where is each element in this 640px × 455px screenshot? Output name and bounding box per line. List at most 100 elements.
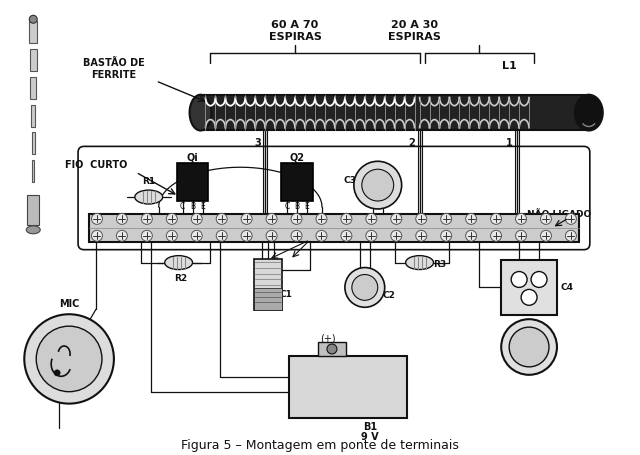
Bar [254, 258, 282, 310]
Circle shape [416, 213, 427, 224]
Circle shape [521, 289, 537, 305]
Circle shape [316, 213, 327, 224]
Bar [31, 105, 35, 126]
Circle shape [416, 230, 427, 241]
Circle shape [241, 230, 252, 241]
Text: C: C [180, 202, 185, 212]
Text: 9 V: 9 V [361, 432, 379, 442]
Text: FIO  CURTO: FIO CURTO [65, 160, 127, 170]
Text: Q2: Q2 [289, 152, 305, 162]
Ellipse shape [164, 256, 193, 269]
Circle shape [511, 272, 527, 288]
Circle shape [531, 272, 547, 288]
Text: BASTÃO DE
FERRITE: BASTÃO DE FERRITE [83, 58, 145, 80]
Bar [281, 163, 313, 201]
Circle shape [116, 230, 127, 241]
Circle shape [541, 213, 552, 224]
Circle shape [366, 230, 377, 241]
Circle shape [341, 230, 352, 241]
Circle shape [266, 230, 277, 241]
Text: L1: L1 [502, 61, 516, 71]
Circle shape [116, 213, 127, 224]
Circle shape [366, 213, 377, 224]
Circle shape [241, 213, 252, 224]
Circle shape [327, 344, 337, 354]
Ellipse shape [26, 226, 40, 234]
Circle shape [354, 161, 402, 209]
Bar [31, 77, 36, 99]
Text: Qi: Qi [187, 152, 198, 162]
Circle shape [166, 213, 177, 224]
Circle shape [291, 230, 302, 241]
Circle shape [391, 230, 402, 241]
Text: C4: C4 [561, 283, 573, 292]
Circle shape [345, 268, 385, 307]
Circle shape [441, 230, 452, 241]
Text: +: + [388, 166, 396, 176]
Circle shape [166, 230, 177, 241]
Text: R1: R1 [142, 177, 156, 186]
Bar [177, 163, 209, 201]
Circle shape [36, 326, 102, 392]
Circle shape [24, 314, 114, 404]
Circle shape [291, 213, 302, 224]
Ellipse shape [135, 190, 163, 204]
Text: (+): (+) [320, 333, 336, 343]
Circle shape [216, 213, 227, 224]
Circle shape [352, 274, 378, 300]
Bar [89, 214, 579, 242]
Text: 1: 1 [506, 138, 513, 148]
Circle shape [466, 213, 477, 224]
Ellipse shape [406, 256, 433, 269]
Bar [31, 132, 35, 154]
Text: 3: 3 [254, 138, 260, 148]
Circle shape [441, 213, 452, 224]
Text: (-): (-) [291, 361, 301, 371]
Circle shape [29, 15, 37, 23]
Bar [289, 356, 406, 418]
Text: B: B [294, 202, 300, 212]
Bar [32, 160, 35, 182]
Bar [501, 260, 557, 315]
Text: R3: R3 [433, 260, 446, 269]
Circle shape [266, 213, 277, 224]
Circle shape [216, 230, 227, 241]
Circle shape [391, 213, 402, 224]
Circle shape [466, 230, 477, 241]
Text: 60 A 70
ESPIRAS: 60 A 70 ESPIRAS [269, 20, 321, 42]
Circle shape [491, 230, 502, 241]
Circle shape [141, 213, 152, 224]
Circle shape [541, 230, 552, 241]
Circle shape [362, 169, 394, 201]
Bar [28, 195, 39, 225]
Circle shape [516, 230, 527, 241]
Circle shape [316, 230, 327, 241]
Text: C2: C2 [382, 291, 395, 300]
Circle shape [191, 230, 202, 241]
Circle shape [509, 327, 549, 367]
Ellipse shape [189, 95, 211, 131]
Circle shape [491, 213, 502, 224]
Text: 20 A 30
ESPIRAS: 20 A 30 ESPIRAS [388, 20, 441, 42]
Circle shape [565, 213, 577, 224]
Text: B1: B1 [363, 422, 377, 432]
Bar [254, 288, 282, 310]
Circle shape [92, 230, 102, 241]
Text: C1: C1 [280, 290, 292, 299]
Text: E: E [305, 202, 309, 212]
Text: 2: 2 [408, 138, 415, 148]
Bar [200, 95, 589, 131]
Text: MIC: MIC [59, 299, 79, 309]
Circle shape [54, 370, 60, 376]
Text: Figura 5 – Montagem em ponte de terminais: Figura 5 – Montagem em ponte de terminai… [181, 439, 459, 452]
Circle shape [141, 230, 152, 241]
Bar [318, 342, 346, 356]
Text: E: E [200, 202, 205, 212]
Circle shape [501, 319, 557, 375]
Circle shape [191, 213, 202, 224]
Circle shape [565, 230, 577, 241]
Bar [29, 21, 37, 43]
Circle shape [516, 213, 527, 224]
Bar [30, 49, 36, 71]
Circle shape [341, 213, 352, 224]
